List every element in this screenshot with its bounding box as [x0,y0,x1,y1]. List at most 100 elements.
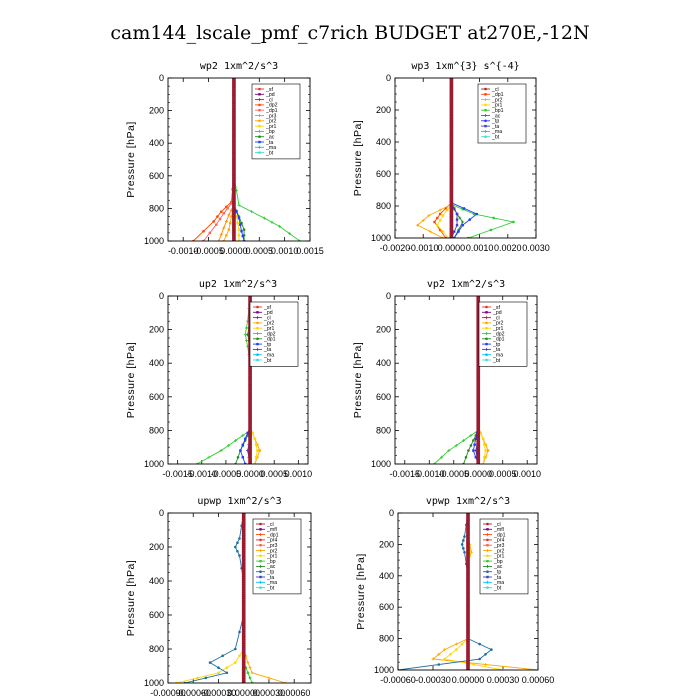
series-marker-pr2 [225,233,228,237]
y-tick-label: 0 [159,508,164,518]
legend-marker [259,586,262,589]
series-marker-pr2 [421,218,425,222]
series-marker-dp1 [436,216,439,220]
series-group [398,513,538,670]
series-marker-tp [238,554,241,557]
x-tick-label: -0.00090 [150,688,186,698]
series-marker-pr3 [222,226,226,230]
series-marker-pr2 [248,666,252,670]
series-marker-ta [455,212,459,216]
y-tick-label: 400 [379,571,394,581]
legend-marker [484,98,487,102]
legend-entry: _ta [266,575,274,581]
series-marker-bp [246,671,250,674]
x-tick-label: -0.0005 [193,246,224,256]
legend-entry: _ma [265,145,276,151]
panel-1: wp2 1xm^2/s^3 Pressure [hPa] 0 200 400 600 800… [125,61,324,256]
series-marker-ac [458,216,462,220]
series-marker-pr2 [437,652,441,656]
series-marker-pr2 [416,223,420,227]
legend-entry: _bt [266,585,275,591]
series-marker-dp1 [444,207,447,210]
series-marker-dp1 [467,449,470,452]
legend-entry: _pr2 [266,548,277,554]
legend-marker [259,528,262,531]
y-tick-label: 800 [149,203,164,213]
y-tick-label: 400 [149,358,164,368]
legend-marker [485,342,488,346]
series-marker-tp [462,547,465,550]
legend-entry: _sf [263,305,271,311]
y-tick-label: 600 [379,602,394,612]
legend-entry: _ta [263,347,271,353]
series-marker-ta [455,218,459,221]
legend-entry: _bp [265,129,275,135]
series-marker-dp2 [216,215,219,218]
legend-entry: _pr3 [265,113,276,119]
series-marker-tp [244,437,247,440]
series-marker-dp2 [219,449,223,453]
panel-title: vp2 1xm^2/s^3 [427,279,505,290]
zero-profile-marker [232,238,236,241]
series-marker-pr2 [258,449,262,452]
legend-marker [258,135,261,138]
legend-entry: _bp [493,559,503,565]
series-marker-pr1 [254,443,258,446]
legend-entry: _ma [492,353,503,359]
series-marker-pr1 [254,456,258,459]
series-marker-pr2 [227,228,231,231]
legend-marker [258,109,261,112]
series-marker-pr1 [237,239,241,241]
series-marker-tp [478,642,481,646]
legend-marker [484,109,487,112]
legend: _cl_mfl_dp1_pr4_pr3_pr2_pr1_bp_ac_tp_ta_… [252,518,302,595]
plot-frame [167,295,309,465]
legend-entry: _bt [263,358,272,364]
legend-entry: _bp [266,559,276,565]
series-marker-pr2 [284,681,288,683]
legend-entry: _ma [493,580,504,586]
legend-entry: _bt [265,150,274,156]
legend-entry: _cl [266,522,274,528]
series-marker-pr2 [443,648,447,652]
series-marker-dp1 [469,444,473,447]
legend-marker [486,559,489,563]
series-marker-tp [472,449,475,452]
series-marker-tp [460,543,464,546]
series-marker-pr1 [443,657,446,661]
legend-marker [256,321,259,325]
x-tick-label: 0.0010 [285,469,313,479]
x-tick-label: 0.0000 [220,246,248,256]
series-marker-tp [244,462,247,464]
legend-entry: _pr1 [263,326,274,332]
series-marker-dp2 [207,455,211,459]
series-marker-dp2 [241,433,245,437]
legend-marker [486,586,489,589]
series-marker-tp [238,537,241,540]
legend-entry: _ac [266,564,276,570]
legend-marker [484,87,487,91]
series-marker-pr3 [224,219,228,223]
legend-entry: _bt [493,585,502,591]
y-tick-label: 1000 [144,236,164,246]
panel-2: wp3 1xm^{3} s^{-4} Pressure [hPa] 0 200 400 6… [352,61,550,253]
series-marker-pr3 [217,239,221,241]
y-tick-label: 200 [376,105,391,115]
series-line-dp2 [196,296,251,464]
legend: _sf_pd_cl_pr2_pr1_dp2_dp1_tp_ta_ma_bt [249,301,299,367]
series-marker-dp1 [226,207,229,210]
legend-entry: _sf [492,305,500,311]
legend-entry: _cl [491,87,499,93]
legend-entry: _pr1 [265,124,276,130]
series-marker-tp [490,648,493,651]
legend-marker [258,98,261,102]
series-marker-ta [453,230,456,233]
series-line-tp [398,513,493,670]
series-marker-tp [204,676,208,680]
x-tick-label: -0.0010 [168,246,199,256]
legend-entry: _pd [265,92,275,98]
legend-entry: _pr1 [492,326,503,332]
series-marker-dp2 [195,462,199,464]
y-tick-label: 800 [379,634,394,644]
